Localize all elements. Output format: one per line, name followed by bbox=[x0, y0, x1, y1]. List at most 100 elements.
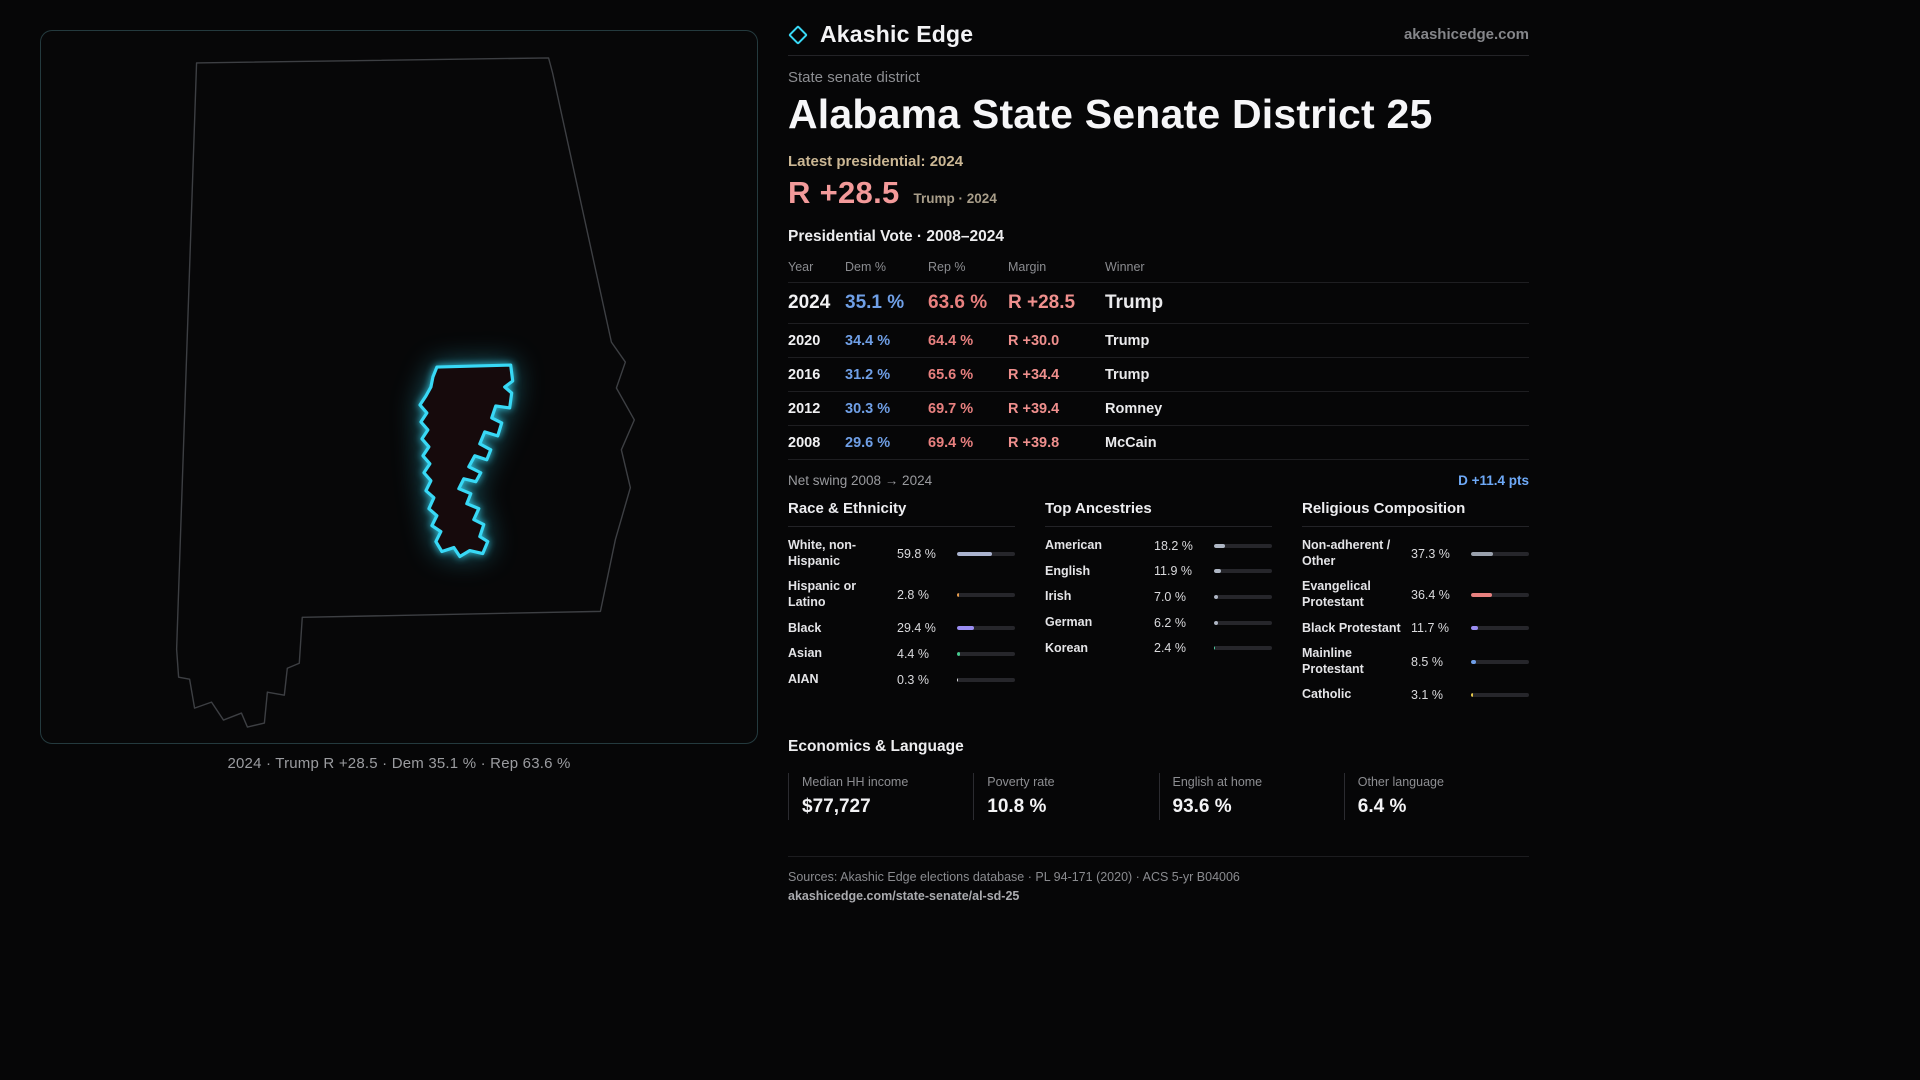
demo-value: 37.3 % bbox=[1411, 546, 1450, 561]
headline-margin-row: R +28.5 Trump · 2024 bbox=[788, 175, 1529, 211]
table-row: 2016 31.2 % 65.6 % R +34.4 Trump bbox=[788, 358, 1529, 392]
presidential-vote-table: Year Dem % Rep % Margin Winner 2024 35.1… bbox=[788, 255, 1529, 460]
headline-margin-sub: Trump · 2024 bbox=[913, 191, 997, 206]
map-caption: 2024 · Trump R +28.5 · Dem 35.1 % · Rep … bbox=[227, 755, 571, 772]
brand-name: Akashic Edge bbox=[820, 21, 974, 47]
demo-value: 7.0 % bbox=[1154, 590, 1186, 605]
demo-value: 18.2 % bbox=[1154, 538, 1193, 553]
cell-winner: Trump bbox=[1105, 332, 1150, 349]
cell-dem-pct: 31.2 % bbox=[845, 366, 891, 383]
demo-label: Hispanic or Latino bbox=[788, 579, 857, 609]
demo-label: Catholic bbox=[1302, 687, 1352, 702]
list-item: American 18.2 % bbox=[1045, 533, 1272, 559]
economics-stats-row: Median HH income $77,727 Poverty rate 10… bbox=[788, 773, 1529, 820]
table-row: 2012 30.3 % 69.7 % R +39.4 Romney bbox=[788, 392, 1529, 426]
stat-bar bbox=[1214, 620, 1272, 625]
stat-label: Poverty rate bbox=[987, 775, 1055, 789]
list-item: Irish 7.0 % bbox=[1045, 584, 1272, 610]
stat-value: 10.8 % bbox=[987, 796, 1047, 817]
list-item: Catholic 3.1 % bbox=[1302, 682, 1529, 708]
demo-value: 3.1 % bbox=[1411, 688, 1443, 703]
cell-year: 2008 bbox=[788, 434, 821, 451]
cell-margin: R +30.0 bbox=[1008, 332, 1060, 349]
demo-value: 59.8 % bbox=[897, 546, 936, 561]
race-ethnicity-heading: Race & Ethnicity bbox=[788, 500, 1015, 527]
stat-bar bbox=[1214, 595, 1272, 600]
ancestries-column: Top Ancestries American 18.2 % English 1… bbox=[1045, 500, 1272, 708]
demo-value: 29.4 % bbox=[897, 621, 936, 636]
permalink-url[interactable]: akashicedge.com/state-senate/al-sd-25 bbox=[788, 889, 1020, 903]
alabama-state-outline bbox=[175, 57, 636, 728]
list-item: White, non-Hispanic 59.8 % bbox=[788, 533, 1015, 574]
stat-value: 6.4 % bbox=[1357, 796, 1407, 817]
stat-bar bbox=[957, 677, 1015, 682]
demo-value: 2.8 % bbox=[897, 587, 929, 602]
footer: Sources: Akashic Edge elections database… bbox=[788, 856, 1529, 903]
race-ethnicity-column: Race & Ethnicity White, non-Hispanic 59.… bbox=[788, 500, 1015, 708]
list-item: Non-adherent / Other 37.3 % bbox=[1302, 533, 1529, 574]
demo-value: 8.5 % bbox=[1411, 654, 1443, 669]
cell-year: 2012 bbox=[788, 400, 821, 417]
stat-other-language: Other language 6.4 % bbox=[1343, 773, 1529, 820]
cell-dem-pct: 30.3 % bbox=[845, 400, 891, 417]
table-row: 2020 34.4 % 64.4 % R +30.0 Trump bbox=[788, 324, 1529, 358]
stat-bar bbox=[1214, 569, 1272, 574]
demo-value: 0.3 % bbox=[897, 672, 929, 687]
religion-heading: Religious Composition bbox=[1302, 500, 1529, 527]
cell-rep-pct: 69.4 % bbox=[928, 434, 974, 451]
latest-presidential-label: Latest presidential: 2024 bbox=[788, 153, 964, 170]
stat-value: $77,727 bbox=[802, 796, 871, 817]
stat-label: Other language bbox=[1357, 775, 1444, 789]
cell-margin: R +39.4 bbox=[1008, 400, 1060, 417]
stat-median-hh-income: Median HH income $77,727 bbox=[788, 773, 973, 820]
list-item: AIAN 0.3 % bbox=[788, 667, 1015, 693]
cell-dem-pct: 34.4 % bbox=[845, 332, 891, 349]
header-bar: Akashic Edge akashicedge.com bbox=[788, 21, 1529, 56]
brand-domain-link[interactable]: akashicedge.com bbox=[1403, 26, 1529, 43]
table-row: 2008 29.6 % 69.4 % R +39.8 McCain bbox=[788, 426, 1529, 460]
demographics-section: Race & Ethnicity White, non-Hispanic 59.… bbox=[788, 500, 1529, 708]
alabama-map bbox=[175, 57, 636, 728]
list-item: English 11.9 % bbox=[1045, 559, 1272, 585]
demo-label: Black bbox=[788, 620, 822, 635]
vote-table-header-row: Year Dem % Rep % Margin Winner bbox=[788, 255, 1529, 283]
cell-year: 2024 bbox=[788, 292, 831, 313]
brand-diamond-icon bbox=[788, 24, 808, 45]
cell-margin: R +39.8 bbox=[1008, 434, 1060, 451]
headline-margin-value: R +28.5 bbox=[788, 175, 900, 210]
stat-bar bbox=[1471, 551, 1529, 556]
stat-bar bbox=[1214, 646, 1272, 651]
stat-english-at-home: English at home 93.6 % bbox=[1158, 773, 1344, 820]
demo-label: Evangelical Protestant bbox=[1302, 579, 1371, 609]
stat-value: 93.6 % bbox=[1172, 796, 1232, 817]
district-25-shape[interactable] bbox=[418, 363, 515, 559]
stat-bar bbox=[957, 651, 1015, 656]
list-item: Hispanic or Latino 2.8 % bbox=[788, 574, 1015, 615]
col-header-winner: Winner bbox=[1105, 260, 1145, 274]
net-swing-value: D +11.4 pts bbox=[1458, 473, 1529, 488]
demo-label: Black Protestant bbox=[1302, 620, 1401, 635]
cell-rep-pct: 63.6 % bbox=[928, 292, 988, 313]
cell-year: 2020 bbox=[788, 332, 821, 349]
net-swing-label: Net swing 2008 → 2024 bbox=[788, 473, 933, 488]
list-item: Black 29.4 % bbox=[788, 616, 1015, 642]
sources-text: Sources: Akashic Edge elections database… bbox=[788, 870, 1240, 884]
stat-bar bbox=[1471, 659, 1529, 664]
cell-dem-pct: 35.1 % bbox=[845, 292, 905, 313]
ancestries-heading: Top Ancestries bbox=[1045, 500, 1272, 527]
list-item: German 6.2 % bbox=[1045, 610, 1272, 636]
stat-bar bbox=[957, 592, 1015, 597]
col-header-margin: Margin bbox=[1008, 260, 1047, 274]
demo-label: Irish bbox=[1045, 589, 1072, 604]
demo-value: 4.4 % bbox=[897, 646, 929, 661]
demo-value: 6.2 % bbox=[1154, 615, 1186, 630]
cell-margin: R +28.5 bbox=[1008, 292, 1076, 313]
list-item: Evangelical Protestant 36.4 % bbox=[1302, 574, 1529, 615]
list-item: Black Protestant 11.7 % bbox=[1302, 616, 1529, 642]
stat-bar bbox=[957, 551, 1015, 556]
demo-value: 2.4 % bbox=[1154, 641, 1186, 656]
cell-winner: Trump bbox=[1105, 366, 1150, 383]
cell-rep-pct: 65.6 % bbox=[928, 366, 974, 383]
stat-label: English at home bbox=[1172, 775, 1263, 789]
